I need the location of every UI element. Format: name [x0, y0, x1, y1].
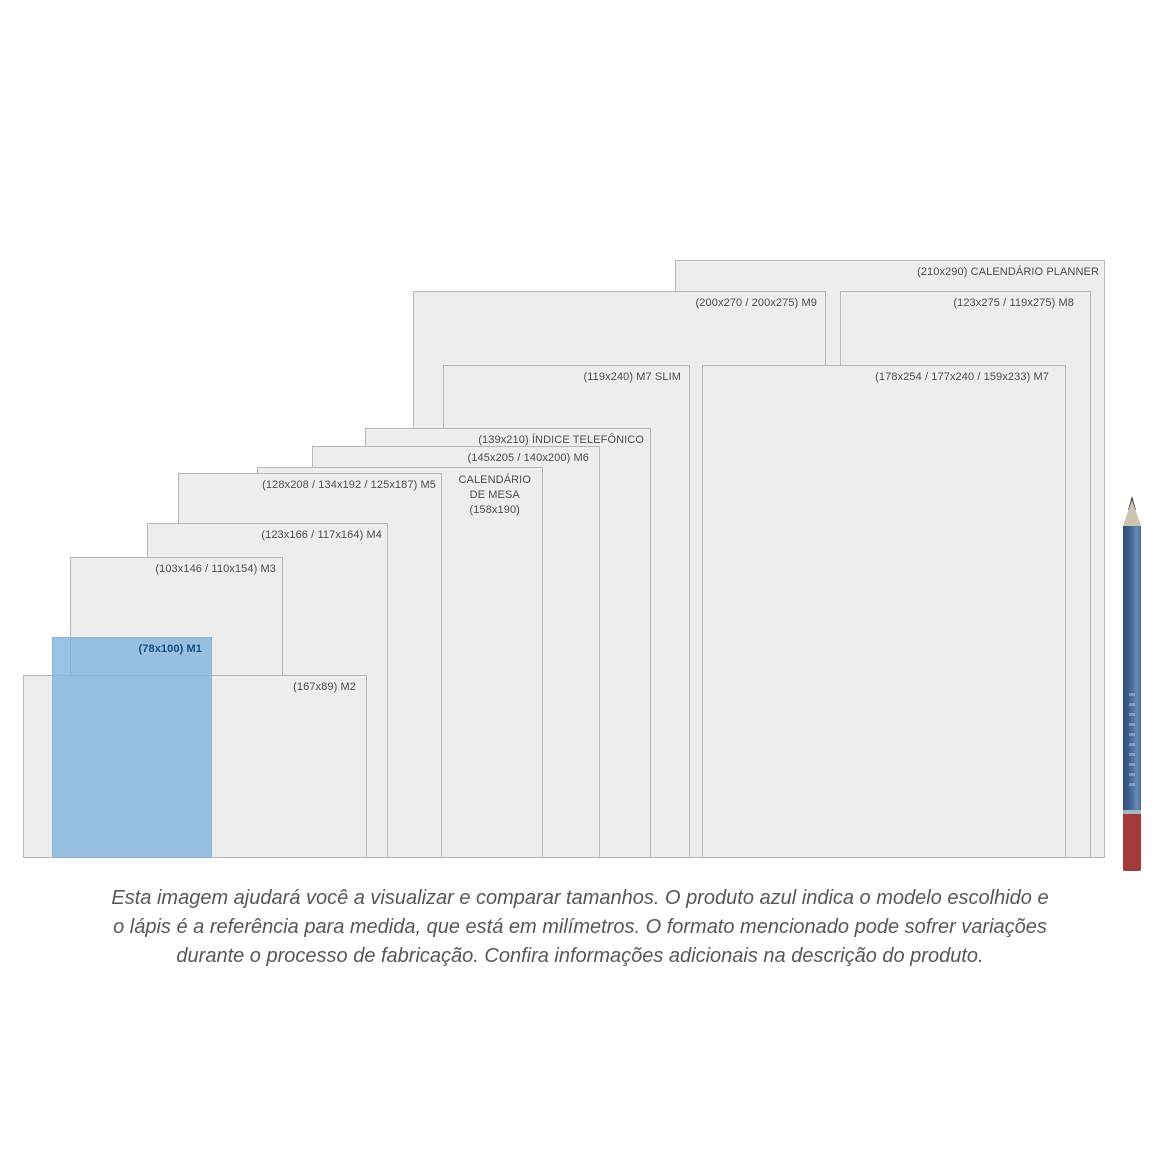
- pencil-wood-tip: [1123, 500, 1141, 526]
- size-label-m5: (128x208 / 134x192 / 125x187) M5: [262, 479, 436, 491]
- pencil-body: [1123, 526, 1141, 810]
- size-rect-m1: (78x100) M1: [52, 637, 212, 858]
- size-label-m8: (123x275 / 119x275) M8: [953, 297, 1074, 309]
- footer-note-line: Esta imagem ajudará você a visualizar e …: [111, 887, 1049, 909]
- size-label-planner: (210x290) CALENDÁRIO PLANNER: [917, 266, 1099, 278]
- footer-note-line: durante o processo de fabricação. Confir…: [176, 945, 984, 967]
- footer-note: Esta imagem ajudará você a visualizar e …: [0, 884, 1160, 971]
- size-label-m7slim: (119x240) M7 SLIM: [583, 371, 681, 383]
- size-label-m7: (178x254 / 177x240 / 159x233) M7: [875, 371, 1049, 383]
- footer-note-line: o lápis é a referência para medida, que …: [113, 916, 1047, 938]
- size-label-indice: (139x210) ÍNDICE TELEFÔNICO: [478, 434, 644, 446]
- size-label-m4: (123x166 / 117x164) M4: [261, 529, 382, 541]
- size-label-m9: (200x270 / 200x275) M9: [695, 297, 817, 309]
- pencil-eraser-end: [1123, 814, 1141, 871]
- size-rect-m7: (178x254 / 177x240 / 159x233) M7: [702, 365, 1066, 858]
- size-label-m1: (78x100) M1: [138, 643, 202, 655]
- size-label-calmesa: CALENDÁRIO DE MESA (158x190): [458, 474, 531, 516]
- size-label-m3: (103x146 / 110x154) M3: [155, 563, 276, 575]
- size-label-m6: (145x205 / 140x200) M6: [467, 452, 589, 464]
- size-label-m2: (167x89) M2: [293, 681, 356, 693]
- pencil-brand-mark: [1129, 693, 1135, 793]
- pencil-ring: [1123, 810, 1141, 814]
